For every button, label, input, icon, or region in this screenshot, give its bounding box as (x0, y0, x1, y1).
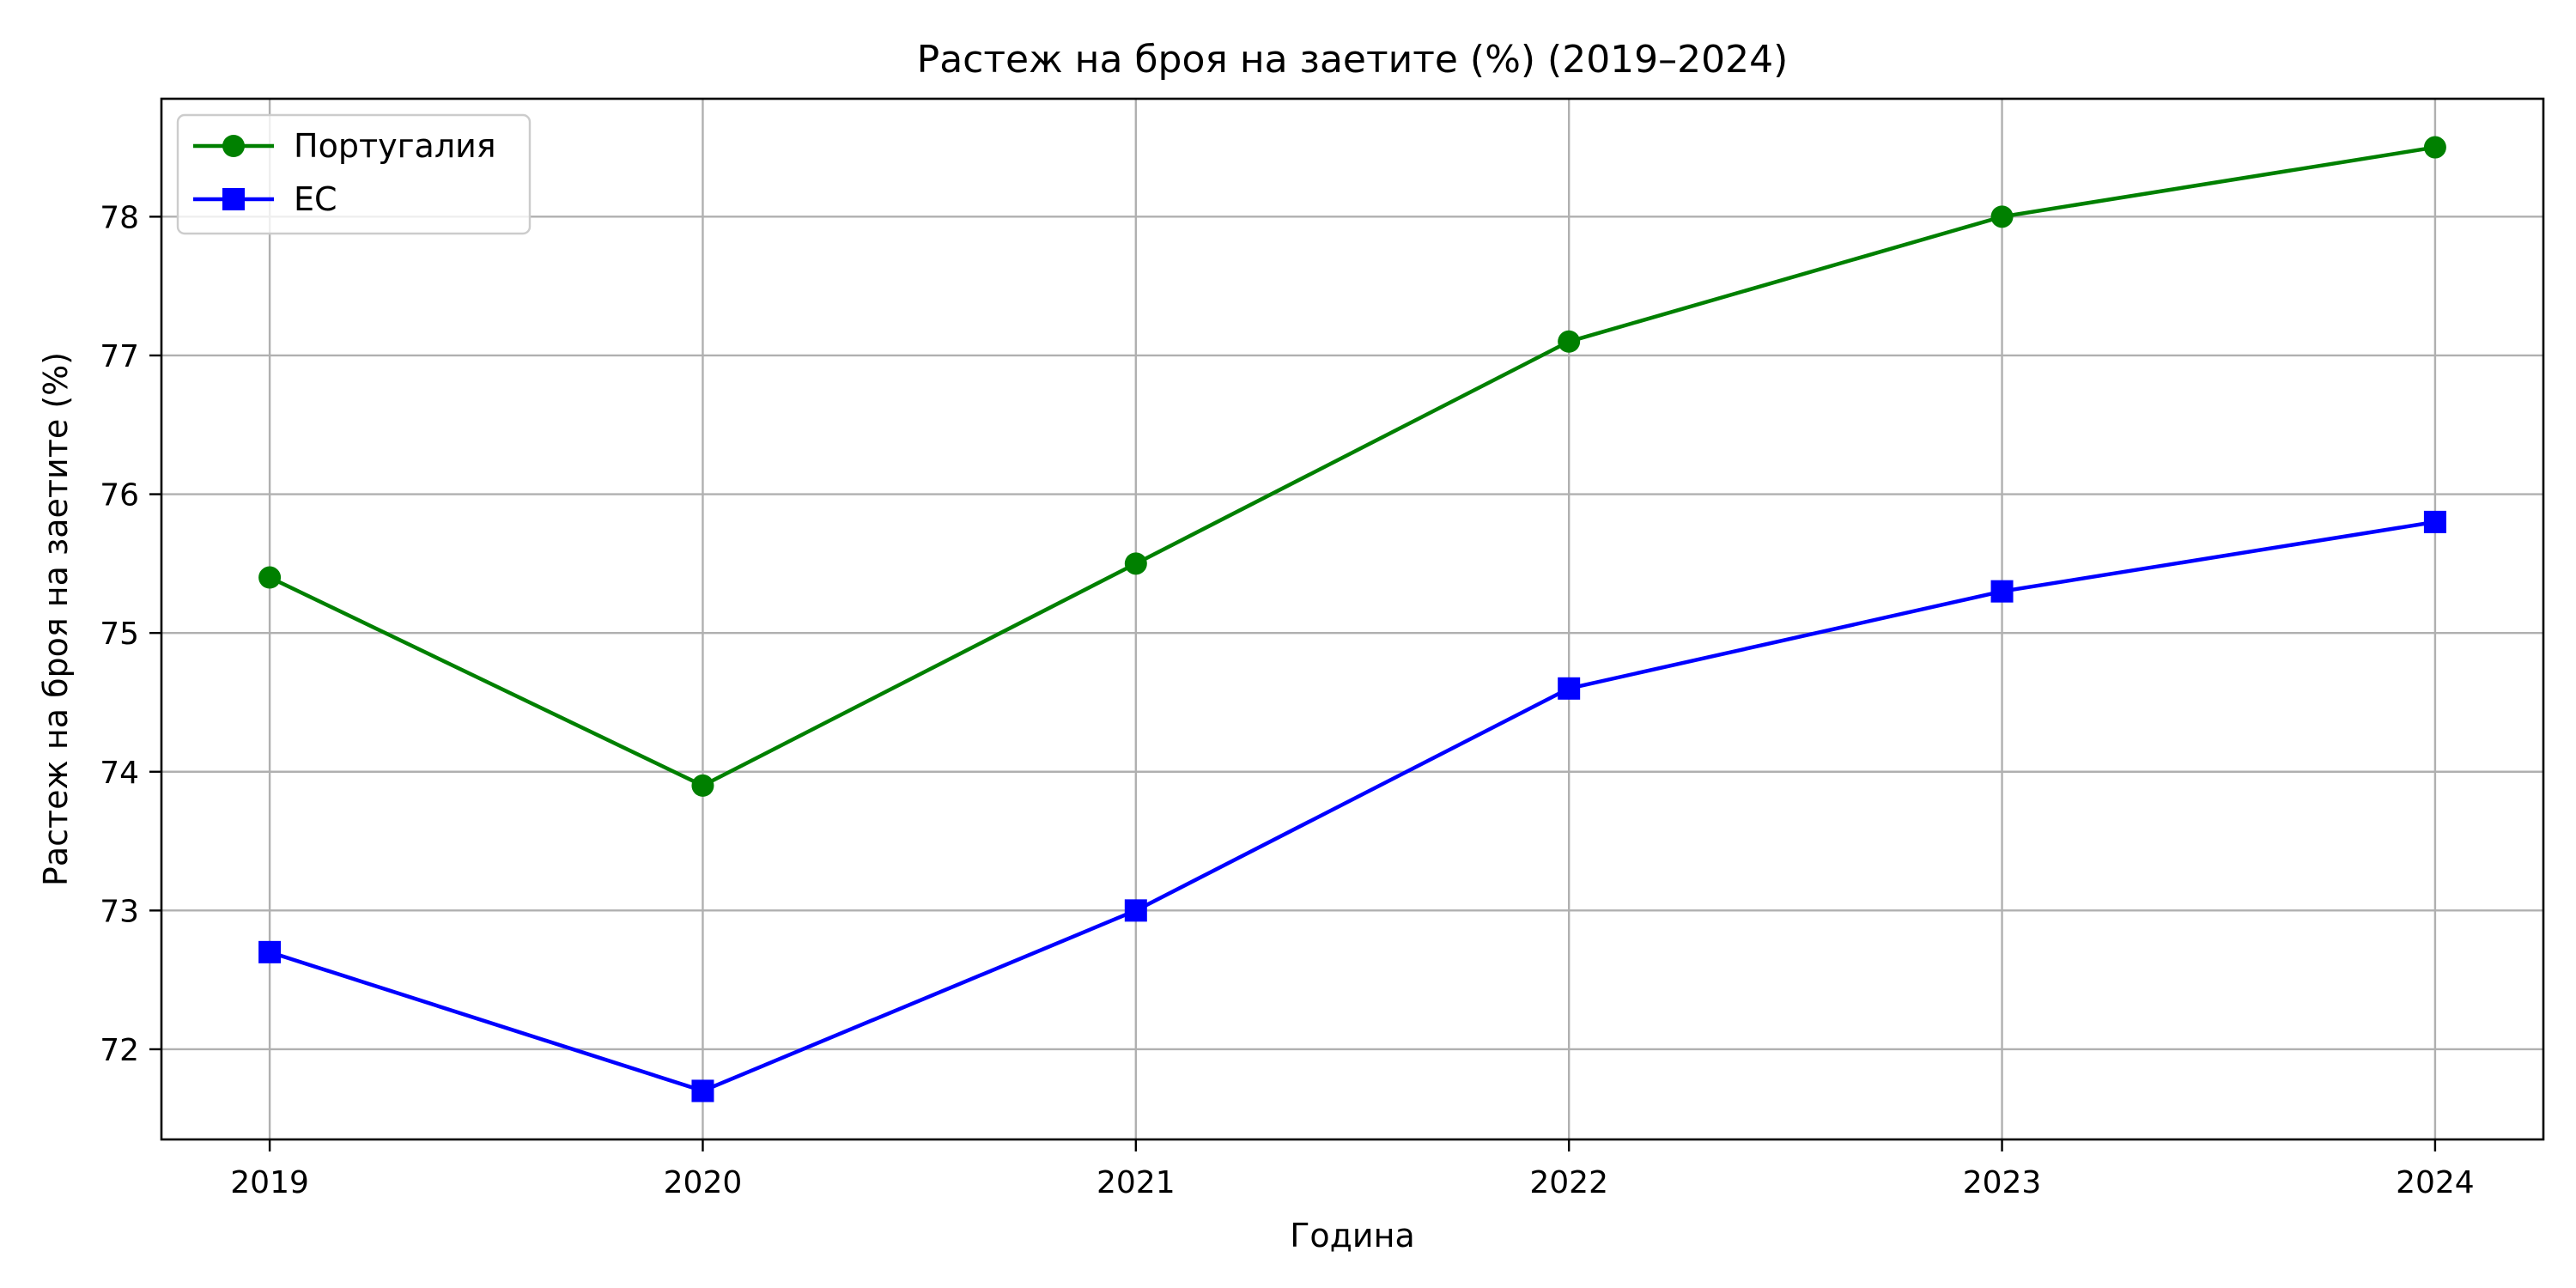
data-point-square (258, 940, 282, 963)
y-tick-label: 73 (100, 894, 139, 929)
legend-label: Португалия (294, 127, 496, 165)
y-tick-label: 76 (100, 478, 139, 513)
x-tick-label: 2019 (230, 1165, 309, 1200)
ticks: 2019 2020 2021 2022 2023 2024 72 73 74 75 76 77 78 (100, 200, 2475, 1200)
chart-title: Растеж на броя на заетите (%) (2019–2024… (917, 38, 1789, 82)
x-tick-label: 2022 (1529, 1165, 1608, 1200)
data-point-circle (2423, 136, 2446, 159)
data-point-square (2423, 510, 2446, 533)
x-tick-label: 2024 (2396, 1165, 2475, 1200)
legend-marker-square (222, 188, 245, 210)
legend-marker-circle (222, 135, 245, 157)
x-tick-label: 2023 (1963, 1165, 2042, 1200)
series-lines (258, 136, 2446, 1103)
legend-label: ЕС (294, 180, 337, 218)
data-point-square (1558, 677, 1581, 700)
y-tick-label: 72 (100, 1033, 139, 1068)
y-axis-label: Растеж на броя на заетите (%) (37, 352, 75, 886)
legend-entry-1: Португалия (193, 127, 496, 165)
series-1 (258, 136, 2446, 797)
legend: Португалия ЕС (176, 113, 532, 235)
data-point-circle (1990, 205, 2014, 228)
grid (161, 99, 2543, 1139)
data-point-circle (1558, 330, 1581, 353)
axes-frame (160, 97, 2545, 1141)
data-point-circle (1124, 552, 1147, 575)
y-tick-label: 78 (100, 200, 139, 235)
legend-entry-2: ЕС (193, 180, 337, 218)
x-axis-label: Година (1290, 1217, 1415, 1255)
y-tick-label: 75 (100, 617, 139, 652)
data-point-square (691, 1079, 714, 1103)
data-point-square (1990, 580, 2014, 603)
series-2 (258, 510, 2446, 1103)
y-tick-label: 74 (100, 756, 139, 791)
series-line (269, 519, 2436, 1093)
data-point-circle (258, 566, 282, 589)
data-point-circle (691, 774, 714, 797)
series-line (269, 145, 2436, 788)
y-tick-label: 77 (100, 339, 139, 374)
x-tick-label: 2021 (1097, 1165, 1176, 1200)
data-point-square (1124, 899, 1147, 922)
x-tick-label: 2020 (664, 1165, 743, 1200)
